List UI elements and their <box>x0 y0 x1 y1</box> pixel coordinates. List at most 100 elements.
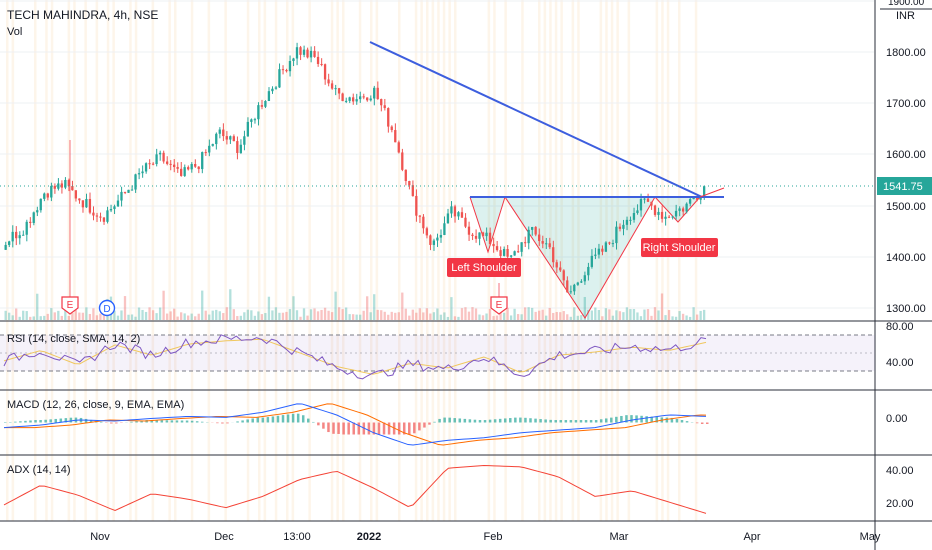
macd-histogram-bar <box>291 413 295 423</box>
volume-bar <box>15 308 18 320</box>
candle <box>208 139 211 157</box>
candle <box>422 214 425 234</box>
candle <box>116 194 120 207</box>
candle <box>292 57 295 67</box>
candle <box>632 207 636 223</box>
volume-bar <box>313 308 316 320</box>
volume-bar <box>239 315 242 320</box>
candle <box>348 96 351 104</box>
volume-bar <box>46 313 49 320</box>
volume-bar <box>446 316 450 320</box>
candle <box>64 177 67 190</box>
volume-bar <box>471 307 474 320</box>
volume-bar <box>137 307 141 320</box>
earnings-marker-2[interactable]: E <box>490 283 508 315</box>
macd-histogram-bar <box>367 422 371 435</box>
candle <box>155 148 158 167</box>
macd-histogram-bar <box>503 418 507 423</box>
candle <box>566 276 569 293</box>
candle <box>127 189 130 193</box>
volume-bar <box>306 315 309 320</box>
macd-histogram-bar <box>443 417 446 423</box>
macd-histogram-bar <box>44 419 47 423</box>
price-tick: 1900.00 <box>888 0 925 8</box>
candle <box>499 246 502 260</box>
candle <box>573 283 576 295</box>
macd-histogram-bar <box>130 421 133 423</box>
candle <box>334 84 337 96</box>
volume-bar <box>601 316 604 320</box>
candle <box>88 192 92 215</box>
volume-bar <box>285 311 288 320</box>
volume-bar <box>520 314 523 320</box>
candle <box>366 97 369 102</box>
macd-histogram-bar <box>594 420 598 423</box>
volume-bar <box>130 314 134 320</box>
macd-histogram-bar <box>29 420 32 423</box>
earnings-marker-1[interactable]: E <box>61 140 79 315</box>
macd-histogram-bar <box>382 422 386 435</box>
volume-bar <box>158 307 162 320</box>
macd-histogram-bar <box>301 415 305 423</box>
candle <box>99 212 102 222</box>
candle <box>11 225 14 248</box>
candle <box>274 85 278 90</box>
volume-bar <box>692 307 695 320</box>
macd-histogram-bar <box>54 418 58 423</box>
candle <box>538 228 541 246</box>
candle <box>562 269 565 287</box>
volume-bar <box>597 310 600 320</box>
time-axis[interactable]: Nov Dec 13:00 2022 Feb Mar Apr May <box>90 531 881 543</box>
candle <box>281 65 285 75</box>
volume-bar <box>639 316 643 320</box>
dividend-marker[interactable]: D <box>98 299 116 317</box>
vol-label: Vol <box>7 26 22 38</box>
volume-bar <box>453 316 457 320</box>
volume-bar <box>499 308 502 320</box>
volume-bar <box>113 310 116 320</box>
macd-histogram-bar <box>347 422 350 435</box>
candle <box>316 51 320 67</box>
macd-histogram-bar <box>473 419 477 423</box>
volume-bar <box>29 316 32 320</box>
candle <box>625 216 629 231</box>
volume-bar <box>587 309 590 320</box>
macd-histogram-bar <box>529 418 532 423</box>
macd-histogram-bar <box>397 422 401 435</box>
candle <box>636 204 639 215</box>
macd-histogram-bar <box>549 419 552 423</box>
time-label: Mar <box>610 531 629 543</box>
price-axis[interactable]: 1900.00 INR 1800.00 1700.00 1600.00 1500… <box>880 0 932 315</box>
candle <box>590 249 593 269</box>
candle <box>369 95 372 102</box>
symbol-title: TECH MAHINDRA, 4h, NSE <box>7 8 158 22</box>
volume-bar <box>102 313 106 320</box>
volume-bar <box>657 310 660 320</box>
volume-bar <box>580 315 583 320</box>
macd-histogram-bar <box>463 418 467 423</box>
volume-bar <box>394 312 397 320</box>
descending-trendline[interactable] <box>369 41 703 198</box>
macd-histogram-bar <box>458 418 462 423</box>
volume-bar <box>695 314 699 320</box>
macd-histogram-bar <box>564 420 568 423</box>
candle <box>653 204 657 217</box>
volume-bar <box>151 310 155 320</box>
rsi-label: RSI (14, close, SMA, 14, 2) <box>7 333 140 345</box>
candle <box>443 216 446 236</box>
candle <box>74 190 78 202</box>
candle <box>485 227 488 241</box>
candle <box>306 47 309 59</box>
volume-bar <box>594 307 597 320</box>
candle <box>158 150 162 161</box>
volume-bar <box>478 314 481 320</box>
candle <box>362 93 365 100</box>
candle <box>123 191 127 195</box>
volume-bar <box>165 313 169 320</box>
volume-bar <box>194 316 197 320</box>
candle <box>401 148 404 172</box>
candle <box>436 233 439 247</box>
candle <box>657 207 660 221</box>
